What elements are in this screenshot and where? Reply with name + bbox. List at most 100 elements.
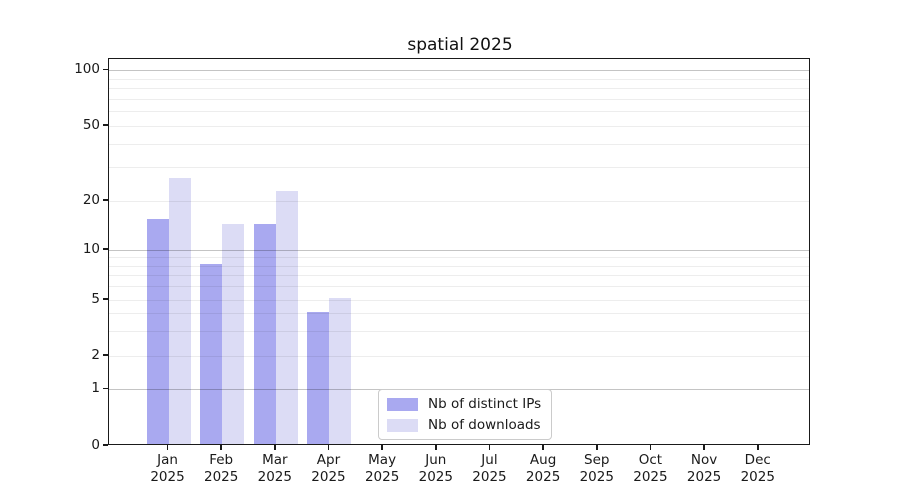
x-label-month: Jun bbox=[425, 452, 447, 468]
x-label-month: Jan bbox=[157, 452, 178, 468]
bar-nb-of-distinct-ips-apr bbox=[307, 311, 330, 444]
x-tick-mark bbox=[166, 445, 169, 450]
x-label-month: Apr bbox=[316, 452, 341, 468]
x-tick-label: May 2025 bbox=[365, 452, 399, 486]
x-label-year: 2025 bbox=[257, 469, 292, 485]
x-tick-label: Sep 2025 bbox=[580, 452, 614, 486]
x-tick-mark bbox=[488, 445, 491, 450]
bar-nb-of-downloads-apr bbox=[329, 298, 352, 444]
y-tick-label: 2 bbox=[91, 346, 100, 363]
plot-area bbox=[108, 58, 810, 445]
x-tick-label: Jul 2025 bbox=[472, 452, 506, 486]
x-tick-mark bbox=[595, 445, 598, 450]
x-label-year: 2025 bbox=[579, 469, 614, 485]
gridline-minor bbox=[109, 257, 809, 259]
y-tick-mark bbox=[103, 298, 108, 300]
x-label-year: 2025 bbox=[311, 469, 346, 485]
y-tick-label: 100 bbox=[74, 61, 100, 78]
legend-label: Nb of distinct IPs bbox=[428, 396, 542, 412]
y-tick-label: 1 bbox=[91, 379, 100, 396]
gridline-minor bbox=[109, 330, 809, 332]
bar-nb-of-distinct-ips-mar bbox=[253, 224, 276, 444]
x-tick-mark bbox=[327, 445, 330, 450]
y-tick-label: 20 bbox=[82, 191, 100, 208]
bar-nb-of-distinct-ips-feb bbox=[200, 264, 223, 444]
x-label-month: May bbox=[368, 452, 397, 468]
x-label-month: Dec bbox=[744, 452, 771, 468]
x-label-year: 2025 bbox=[418, 469, 453, 485]
gridline-minor bbox=[109, 265, 809, 267]
legend: Nb of distinct IPs Nb of downloads bbox=[378, 389, 553, 440]
gridline-minor bbox=[109, 143, 809, 145]
x-label-month: Jul bbox=[481, 452, 498, 468]
x-tick-mark bbox=[542, 445, 544, 450]
x-label-year: 2025 bbox=[150, 469, 185, 485]
legend-item: Nb of distinct IPs bbox=[387, 396, 541, 412]
x-tick-mark bbox=[756, 445, 759, 450]
legend-label: Nb of downloads bbox=[428, 417, 541, 433]
x-label-year: 2025 bbox=[472, 469, 507, 485]
gridline-minor bbox=[109, 275, 809, 277]
x-label-year: 2025 bbox=[364, 469, 400, 485]
gridline-major bbox=[109, 70, 809, 72]
gridline-minor bbox=[109, 355, 809, 357]
x-tick-label: Oct 2025 bbox=[633, 452, 667, 486]
x-tick-mark bbox=[435, 445, 437, 450]
gridline-minor bbox=[109, 125, 809, 127]
x-tick-label: Jan 2025 bbox=[150, 452, 184, 486]
y-tick-mark bbox=[103, 124, 108, 126]
y-tick-mark bbox=[103, 199, 108, 201]
gridline-minor bbox=[109, 313, 809, 315]
chart-title: spatial 2025 bbox=[407, 35, 513, 55]
x-label-year: 2025 bbox=[203, 469, 239, 485]
y-tick-mark bbox=[103, 444, 108, 446]
x-tick-label: Dec 2025 bbox=[741, 452, 775, 486]
bar-nb-of-downloads-feb bbox=[222, 224, 245, 444]
x-tick-label: Aug 2025 bbox=[526, 452, 560, 486]
x-tick-mark bbox=[274, 445, 276, 450]
y-tick-label: 5 bbox=[91, 290, 100, 307]
x-label-month: Mar bbox=[262, 452, 288, 468]
x-label-year: 2025 bbox=[686, 469, 722, 485]
y-tick-label: 10 bbox=[82, 240, 100, 257]
y-tick-mark bbox=[103, 248, 108, 250]
legend-swatch-downloads bbox=[387, 418, 418, 432]
gridline-major bbox=[109, 249, 809, 251]
x-label-month: Oct bbox=[638, 452, 663, 468]
legend-swatch-distinct-ips bbox=[387, 397, 418, 411]
x-label-year: 2025 bbox=[633, 469, 668, 485]
gridline-minor bbox=[109, 78, 809, 80]
x-tick-label: Mar 2025 bbox=[258, 452, 292, 486]
gridline-minor bbox=[109, 98, 809, 100]
y-tick-mark bbox=[103, 354, 108, 356]
gridline-minor bbox=[109, 88, 809, 89]
y-tick-mark bbox=[103, 68, 108, 71]
x-label-month: Nov bbox=[690, 452, 718, 468]
x-tick-label: Feb 2025 bbox=[204, 452, 238, 486]
legend-item: Nb of downloads bbox=[387, 417, 541, 433]
gridline-minor bbox=[109, 110, 809, 112]
x-label-month: Sep bbox=[584, 452, 610, 468]
y-tick-mark bbox=[103, 387, 108, 390]
y-tick-label: 0 bbox=[91, 436, 100, 453]
x-tick-label: Nov 2025 bbox=[687, 452, 721, 486]
bar-nb-of-downloads-jan bbox=[168, 177, 191, 444]
gridline-minor bbox=[109, 286, 809, 288]
bar-nb-of-distinct-ips-jan bbox=[146, 219, 169, 444]
x-tick-mark bbox=[220, 445, 222, 450]
x-label-year: 2025 bbox=[740, 469, 775, 485]
x-tick-label: Jun 2025 bbox=[419, 452, 453, 486]
x-tick-mark bbox=[649, 445, 652, 450]
x-label-month: Feb bbox=[209, 452, 234, 468]
x-tick-label: Apr 2025 bbox=[311, 452, 345, 486]
bar-nb-of-downloads-mar bbox=[275, 191, 298, 444]
gridline-minor bbox=[109, 167, 809, 169]
gridline-minor bbox=[109, 299, 809, 301]
x-tick-mark bbox=[703, 445, 705, 450]
x-tick-mark bbox=[381, 445, 383, 450]
x-label-month: Aug bbox=[529, 452, 557, 468]
y-tick-label: 50 bbox=[82, 116, 100, 133]
gridline-minor bbox=[109, 200, 809, 202]
x-label-year: 2025 bbox=[525, 469, 561, 485]
